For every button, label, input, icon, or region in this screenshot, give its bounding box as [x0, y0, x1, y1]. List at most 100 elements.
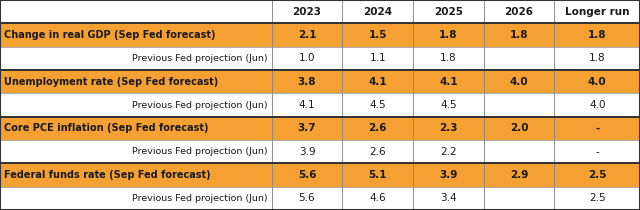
Bar — [271, 163, 342, 187]
Text: Core PCE inflation (Sep Fed forecast): Core PCE inflation (Sep Fed forecast) — [4, 123, 209, 133]
Bar — [554, 140, 640, 163]
Text: 3.9: 3.9 — [299, 147, 316, 157]
Text: 3.8: 3.8 — [298, 77, 316, 87]
Bar — [413, 47, 484, 70]
Bar — [0, 117, 271, 140]
Text: 4.5: 4.5 — [369, 100, 386, 110]
Text: 4.1: 4.1 — [369, 77, 387, 87]
Bar — [413, 117, 484, 140]
Text: 2.5: 2.5 — [588, 170, 607, 180]
Text: Previous Fed projection (Jun): Previous Fed projection (Jun) — [132, 194, 267, 203]
Bar — [0, 47, 640, 70]
Text: 2.5: 2.5 — [589, 193, 605, 203]
Text: 1.8: 1.8 — [510, 30, 528, 40]
Bar — [0, 70, 271, 93]
Text: 4.0: 4.0 — [589, 100, 605, 110]
Bar — [0, 163, 640, 187]
Bar — [554, 163, 640, 187]
Bar — [342, 70, 413, 93]
Text: 2.6: 2.6 — [369, 147, 386, 157]
Bar — [0, 70, 640, 93]
Bar — [554, 93, 640, 117]
Bar — [271, 140, 342, 163]
Text: 1.8: 1.8 — [588, 30, 607, 40]
Bar — [271, 93, 342, 117]
Bar — [484, 140, 554, 163]
Text: 5.6: 5.6 — [298, 170, 316, 180]
Text: 4.1: 4.1 — [439, 77, 458, 87]
Text: 1.0: 1.0 — [299, 53, 316, 63]
Text: 4.1: 4.1 — [299, 100, 316, 110]
Bar — [271, 187, 342, 210]
Text: Change in real GDP (Sep Fed forecast): Change in real GDP (Sep Fed forecast) — [4, 30, 216, 40]
Text: 2.0: 2.0 — [510, 123, 528, 133]
Text: Longer run: Longer run — [565, 7, 630, 17]
Bar — [0, 140, 271, 163]
Bar — [413, 140, 484, 163]
Bar — [484, 93, 554, 117]
Text: 2.2: 2.2 — [440, 147, 457, 157]
Text: 3.9: 3.9 — [439, 170, 458, 180]
Text: 1.5: 1.5 — [369, 30, 387, 40]
Bar — [0, 23, 640, 47]
Bar — [342, 140, 413, 163]
Text: 1.1: 1.1 — [369, 53, 386, 63]
Bar — [413, 187, 484, 210]
Text: 1.8: 1.8 — [589, 53, 605, 63]
Bar — [0, 117, 640, 140]
Bar — [0, 163, 271, 187]
Text: 2024: 2024 — [363, 7, 392, 17]
Text: 1.8: 1.8 — [440, 53, 457, 63]
Bar — [342, 93, 413, 117]
Bar — [0, 93, 640, 117]
Bar — [554, 70, 640, 93]
Bar — [271, 47, 342, 70]
Bar — [484, 47, 554, 70]
Bar — [484, 23, 554, 47]
Text: -: - — [595, 147, 599, 157]
Bar — [484, 70, 554, 93]
Bar — [0, 187, 271, 210]
Bar — [271, 0, 342, 23]
Bar — [0, 47, 271, 70]
Bar — [342, 187, 413, 210]
Bar — [554, 23, 640, 47]
Bar — [271, 23, 342, 47]
Text: Unemployment rate (Sep Fed forecast): Unemployment rate (Sep Fed forecast) — [4, 77, 219, 87]
Text: 2025: 2025 — [434, 7, 463, 17]
Bar — [484, 0, 554, 23]
Bar — [342, 0, 413, 23]
Bar — [0, 187, 640, 210]
Text: 5.6: 5.6 — [299, 193, 316, 203]
Bar — [342, 117, 413, 140]
Text: Previous Fed projection (Jun): Previous Fed projection (Jun) — [132, 54, 267, 63]
Text: 3.4: 3.4 — [440, 193, 457, 203]
Text: Previous Fed projection (Jun): Previous Fed projection (Jun) — [132, 101, 267, 109]
Bar — [413, 23, 484, 47]
Bar — [413, 70, 484, 93]
Text: 4.0: 4.0 — [588, 77, 607, 87]
Bar — [0, 0, 640, 23]
Text: 2.9: 2.9 — [510, 170, 528, 180]
Bar — [0, 23, 271, 47]
Text: 2023: 2023 — [292, 7, 321, 17]
Text: 2.1: 2.1 — [298, 30, 316, 40]
Text: 2.6: 2.6 — [369, 123, 387, 133]
Text: Previous Fed projection (Jun): Previous Fed projection (Jun) — [132, 147, 267, 156]
Bar — [413, 93, 484, 117]
Bar — [0, 140, 640, 163]
Bar — [484, 187, 554, 210]
Bar — [554, 0, 640, 23]
Text: 4.0: 4.0 — [509, 77, 529, 87]
Bar — [554, 187, 640, 210]
Bar — [484, 163, 554, 187]
Bar — [342, 23, 413, 47]
Text: 4.5: 4.5 — [440, 100, 457, 110]
Bar — [0, 93, 271, 117]
Bar — [413, 163, 484, 187]
Bar — [342, 47, 413, 70]
Text: 5.1: 5.1 — [369, 170, 387, 180]
Bar — [271, 117, 342, 140]
Bar — [342, 163, 413, 187]
Bar — [271, 70, 342, 93]
